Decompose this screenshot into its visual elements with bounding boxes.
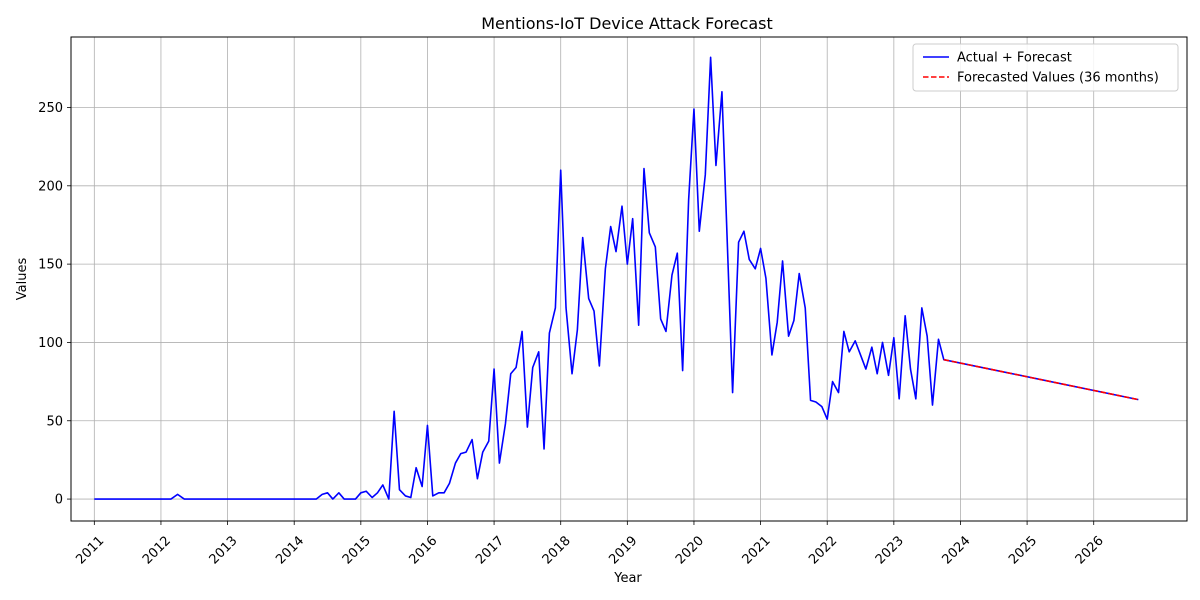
series-line-1 xyxy=(943,358,1139,401)
x-tick-label: 2015 xyxy=(340,533,374,567)
grid-lines xyxy=(71,37,1187,521)
x-tick-label: 2012 xyxy=(140,533,174,567)
legend-label: Actual + Forecast xyxy=(957,51,1072,66)
y-tick-label: 0 xyxy=(55,493,63,508)
plot-frame xyxy=(70,36,1188,522)
y-tick-label: 150 xyxy=(38,258,63,273)
y-tick-label: 200 xyxy=(38,179,63,194)
x-tick-label: 2022 xyxy=(806,533,840,567)
series-line-0 xyxy=(94,56,1139,500)
y-tick-label: 250 xyxy=(38,101,63,116)
x-axis-ticks: 2011 2012 2013 2014 2015 2016 2017 2018 2019 2020… xyxy=(73,521,1107,567)
y-tick-label: 50 xyxy=(46,414,63,429)
chart-title: Mentions-IoT Device Attack Forecast xyxy=(481,14,773,33)
x-tick-label: 2018 xyxy=(540,533,574,567)
legend-label: Forecasted Values (36 months) xyxy=(957,71,1159,86)
x-tick-label: 2013 xyxy=(207,533,241,567)
x-tick-label: 2014 xyxy=(273,533,307,567)
x-axis-label: Year xyxy=(613,571,642,586)
x-tick-label: 2016 xyxy=(406,533,440,567)
legend: Actual + Forecast Forecasted Values (36 m… xyxy=(912,43,1179,92)
x-tick-label: 2017 xyxy=(473,533,507,567)
x-tick-label: 2011 xyxy=(73,533,107,567)
y-axis-label: Values xyxy=(15,258,30,301)
y-axis-ticks: 0 50 100 150 200 250 xyxy=(38,101,71,508)
x-tick-label: 2023 xyxy=(873,533,907,567)
series-lines xyxy=(94,56,1139,500)
legend-box xyxy=(912,43,1179,92)
x-tick-label: 2019 xyxy=(606,533,640,567)
x-tick-label: 2020 xyxy=(673,533,707,567)
x-tick-label: 2026 xyxy=(1073,533,1107,567)
x-tick-label: 2025 xyxy=(1006,533,1040,567)
x-tick-label: 2024 xyxy=(940,533,974,567)
x-tick-label: 2021 xyxy=(740,533,774,567)
y-tick-label: 100 xyxy=(38,336,63,351)
